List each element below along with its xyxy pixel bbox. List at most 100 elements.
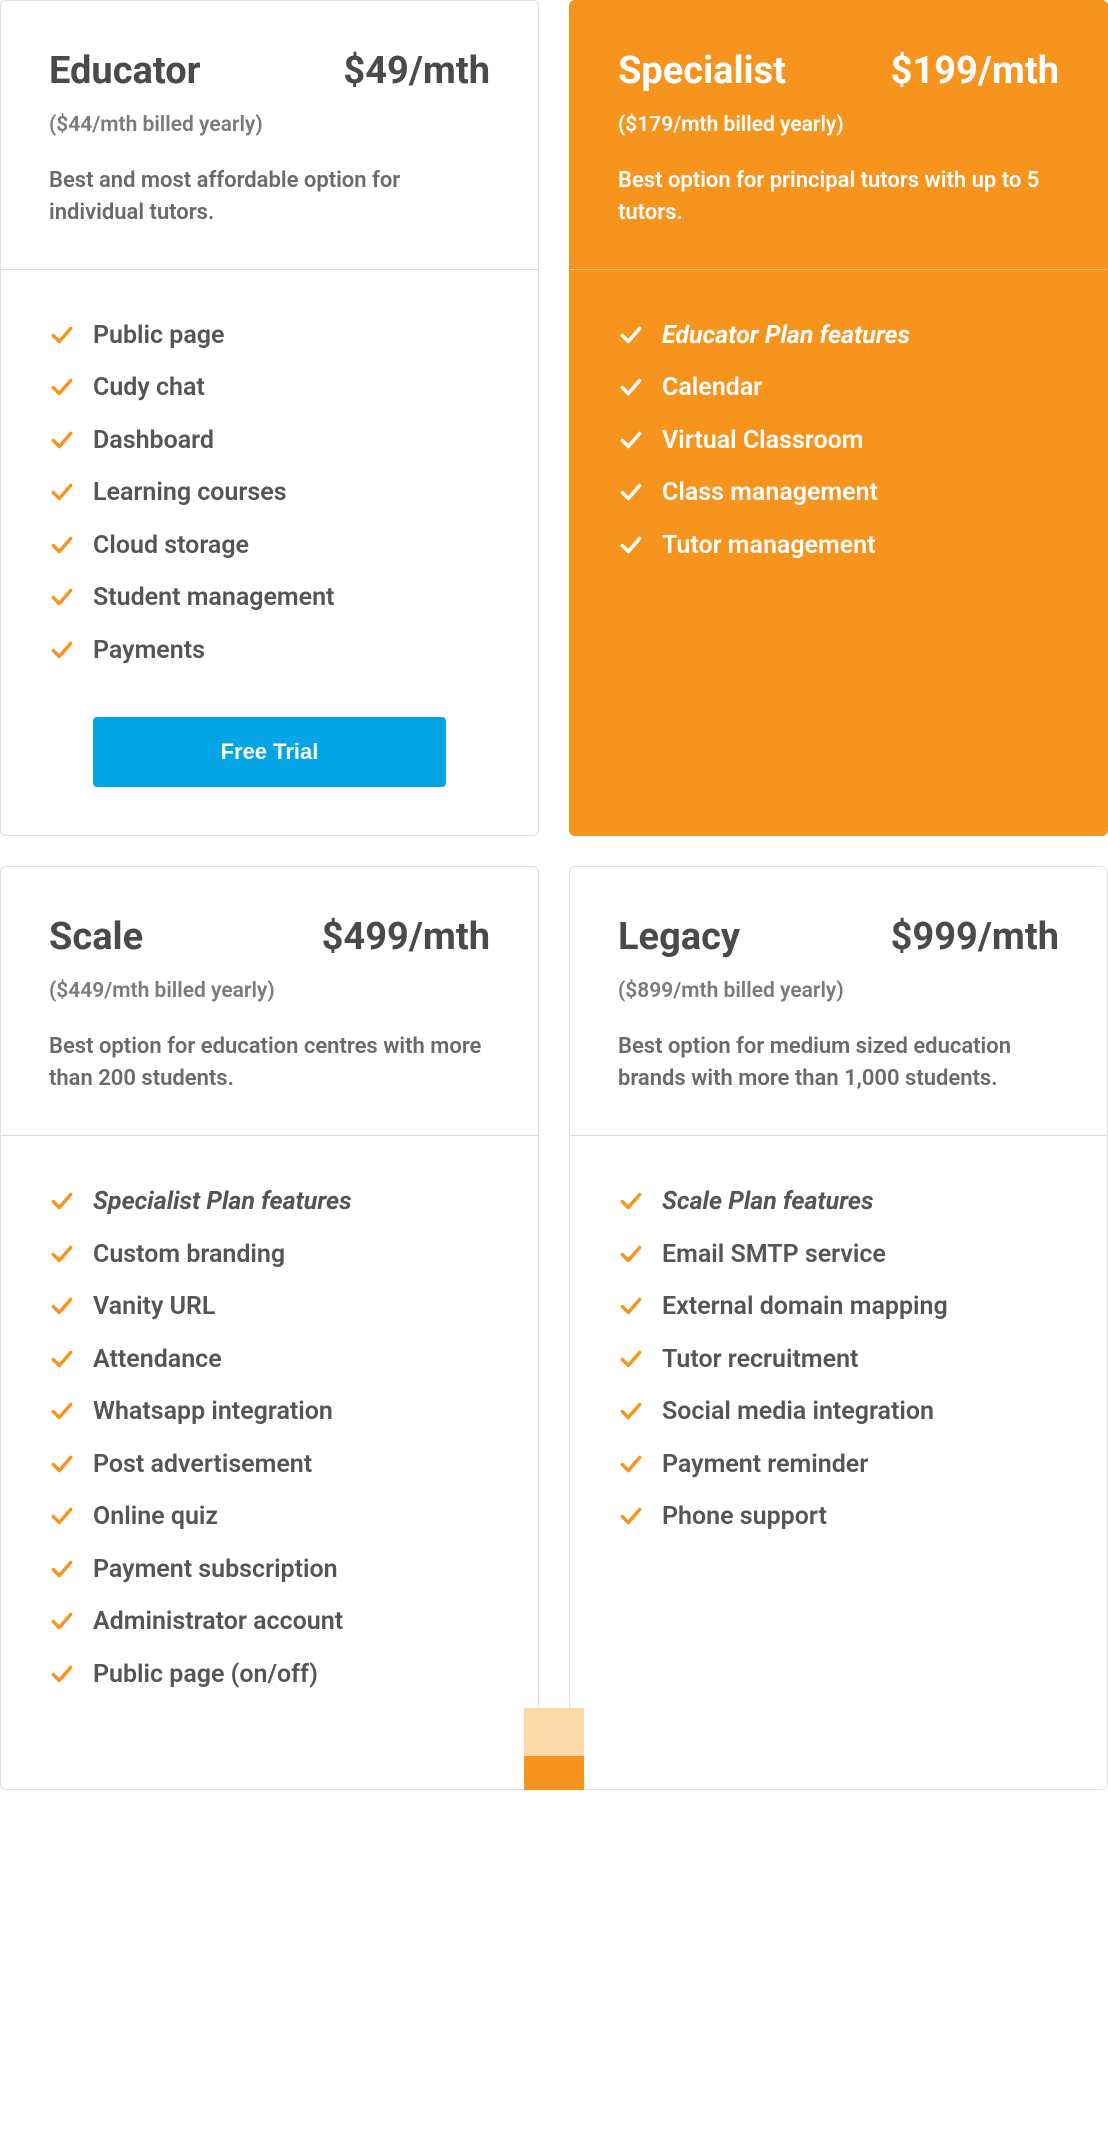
- feature-label: Virtual Classroom: [662, 425, 863, 458]
- feature-label: Student management: [93, 582, 334, 615]
- pricing-grid: Educator $49/mth ($44/mth billed yearly) Be…: [0, 0, 1108, 1790]
- check-icon: [618, 1346, 644, 1372]
- card-body: Public pageCudy chatDashboardLearning co…: [1, 270, 538, 836]
- check-icon: [618, 479, 644, 505]
- feature-label: Cloud storage: [93, 530, 249, 563]
- feature-label: Vanity URL: [93, 1291, 215, 1324]
- yearly-note: ($449/mth billed yearly): [49, 979, 490, 1003]
- feature-label: Phone support: [662, 1501, 827, 1534]
- check-icon: [618, 427, 644, 453]
- check-icon: [618, 532, 644, 558]
- feature-label: Cudy chat: [93, 372, 205, 405]
- check-icon: [49, 637, 75, 663]
- feature-list: Educator Plan features Calendar Virtual Cl…: [618, 310, 1059, 573]
- feature-label: Post advertisement: [93, 1449, 312, 1482]
- free-trial-button[interactable]: Free Trial: [93, 717, 446, 787]
- check-icon: [49, 1608, 75, 1634]
- title-row: Educator $49/mth: [49, 49, 490, 93]
- feature-item: Dashboard: [49, 415, 490, 468]
- feature-item: Online quiz: [49, 1491, 490, 1544]
- card-header: Specialist$199/mth ($179/mth billed yearl…: [570, 1, 1107, 270]
- feature-label: Specialist Plan features: [93, 1186, 352, 1219]
- feature-item: Specialist Plan features: [49, 1176, 490, 1229]
- feature-item: Scale Plan features: [618, 1176, 1059, 1229]
- title-row: Scale$499/mth: [49, 915, 490, 959]
- title-row: Specialist$199/mth: [618, 49, 1059, 93]
- feature-item: Tutor management: [618, 520, 1059, 573]
- feature-item: Custom branding: [49, 1229, 490, 1282]
- feature-item: Vanity URL: [49, 1281, 490, 1334]
- plan-price: $199/mth: [891, 49, 1059, 93]
- feature-label: Educator Plan features: [662, 320, 910, 353]
- feature-label: Social media integration: [662, 1396, 934, 1429]
- decorative-solid-block: [524, 1756, 584, 1790]
- cta-wrap: Free Trial: [49, 717, 490, 787]
- feature-item: Payment reminder: [618, 1439, 1059, 1492]
- feature-label: Tutor management: [662, 530, 876, 563]
- feature-label: Scale Plan features: [662, 1186, 873, 1219]
- feature-item: Email SMTP service: [618, 1229, 1059, 1282]
- check-icon: [618, 1188, 644, 1214]
- check-icon: [618, 374, 644, 400]
- feature-item: Public page: [49, 310, 490, 363]
- check-icon: [49, 479, 75, 505]
- plan-price: $999/mth: [891, 915, 1059, 959]
- feature-item: Calendar: [618, 362, 1059, 415]
- check-icon: [618, 1293, 644, 1319]
- feature-item: Administrator account: [49, 1596, 490, 1649]
- decorative-accent: [524, 1708, 584, 1790]
- feature-item: External domain mapping: [618, 1281, 1059, 1334]
- plan-price: $49/mth: [343, 49, 490, 93]
- check-icon: [618, 322, 644, 348]
- yearly-note: ($899/mth billed yearly): [618, 979, 1059, 1003]
- feature-label: Payments: [93, 635, 205, 668]
- feature-item: Social media integration: [618, 1386, 1059, 1439]
- check-icon: [618, 1241, 644, 1267]
- feature-item: Public page (on/off): [49, 1649, 490, 1702]
- plan-description: Best option for medium sized education b…: [618, 1031, 1059, 1095]
- check-icon: [49, 1451, 75, 1477]
- feature-item: Class management: [618, 467, 1059, 520]
- check-icon: [49, 1556, 75, 1582]
- feature-list: Specialist Plan features Custom branding V…: [49, 1176, 490, 1701]
- check-icon: [618, 1451, 644, 1477]
- feature-item: Payments: [49, 625, 490, 678]
- plan-description: Best and most affordable option for indi…: [49, 165, 490, 229]
- feature-item: Phone support: [618, 1491, 1059, 1544]
- check-icon: [49, 584, 75, 610]
- feature-label: Tutor recruitment: [662, 1344, 858, 1377]
- pricing-card-educator: Educator $49/mth ($44/mth billed yearly) Be…: [0, 0, 539, 836]
- plan-description: Best option for principal tutors with up…: [618, 165, 1059, 229]
- feature-list: Scale Plan features Email SMTP service Ext…: [618, 1176, 1059, 1544]
- check-icon: [49, 1398, 75, 1424]
- feature-item: Payment subscription: [49, 1544, 490, 1597]
- check-icon: [49, 374, 75, 400]
- feature-item: Whatsapp integration: [49, 1386, 490, 1439]
- plan-name: Educator: [49, 49, 201, 93]
- pricing-card-specialist: Specialist$199/mth ($179/mth billed yearl…: [569, 0, 1108, 836]
- card-body: Specialist Plan features Custom branding V…: [1, 1136, 538, 1789]
- card-header: Legacy$999/mth($899/mth billed yearly)Be…: [570, 867, 1107, 1136]
- card-header: Scale$499/mth ($449/mth billed yearly) Bes…: [1, 867, 538, 1136]
- plan-price: $499/mth: [322, 915, 490, 959]
- check-icon: [49, 1241, 75, 1267]
- check-icon: [49, 1503, 75, 1529]
- yearly-note: ($44/mth billed yearly): [49, 113, 490, 137]
- feature-list: Public pageCudy chatDashboardLearning co…: [49, 310, 490, 678]
- feature-item: Educator Plan features: [618, 310, 1059, 363]
- feature-label: External domain mapping: [662, 1291, 948, 1324]
- feature-label: Public page: [93, 320, 224, 353]
- yearly-note: ($179/mth billed yearly): [618, 113, 1059, 137]
- feature-label: Whatsapp integration: [93, 1396, 333, 1429]
- feature-label: Payment subscription: [93, 1554, 338, 1587]
- feature-label: Online quiz: [93, 1501, 218, 1534]
- feature-label: Attendance: [93, 1344, 222, 1377]
- feature-item: Post advertisement: [49, 1439, 490, 1492]
- feature-item: Cudy chat: [49, 362, 490, 415]
- feature-label: Email SMTP service: [662, 1239, 886, 1272]
- plan-description: Best option for education centres with m…: [49, 1031, 490, 1095]
- check-icon: [49, 427, 75, 453]
- feature-label: Dashboard: [93, 425, 214, 458]
- card-body: Scale Plan features Email SMTP service Ext…: [570, 1136, 1107, 1789]
- check-icon: [49, 1188, 75, 1214]
